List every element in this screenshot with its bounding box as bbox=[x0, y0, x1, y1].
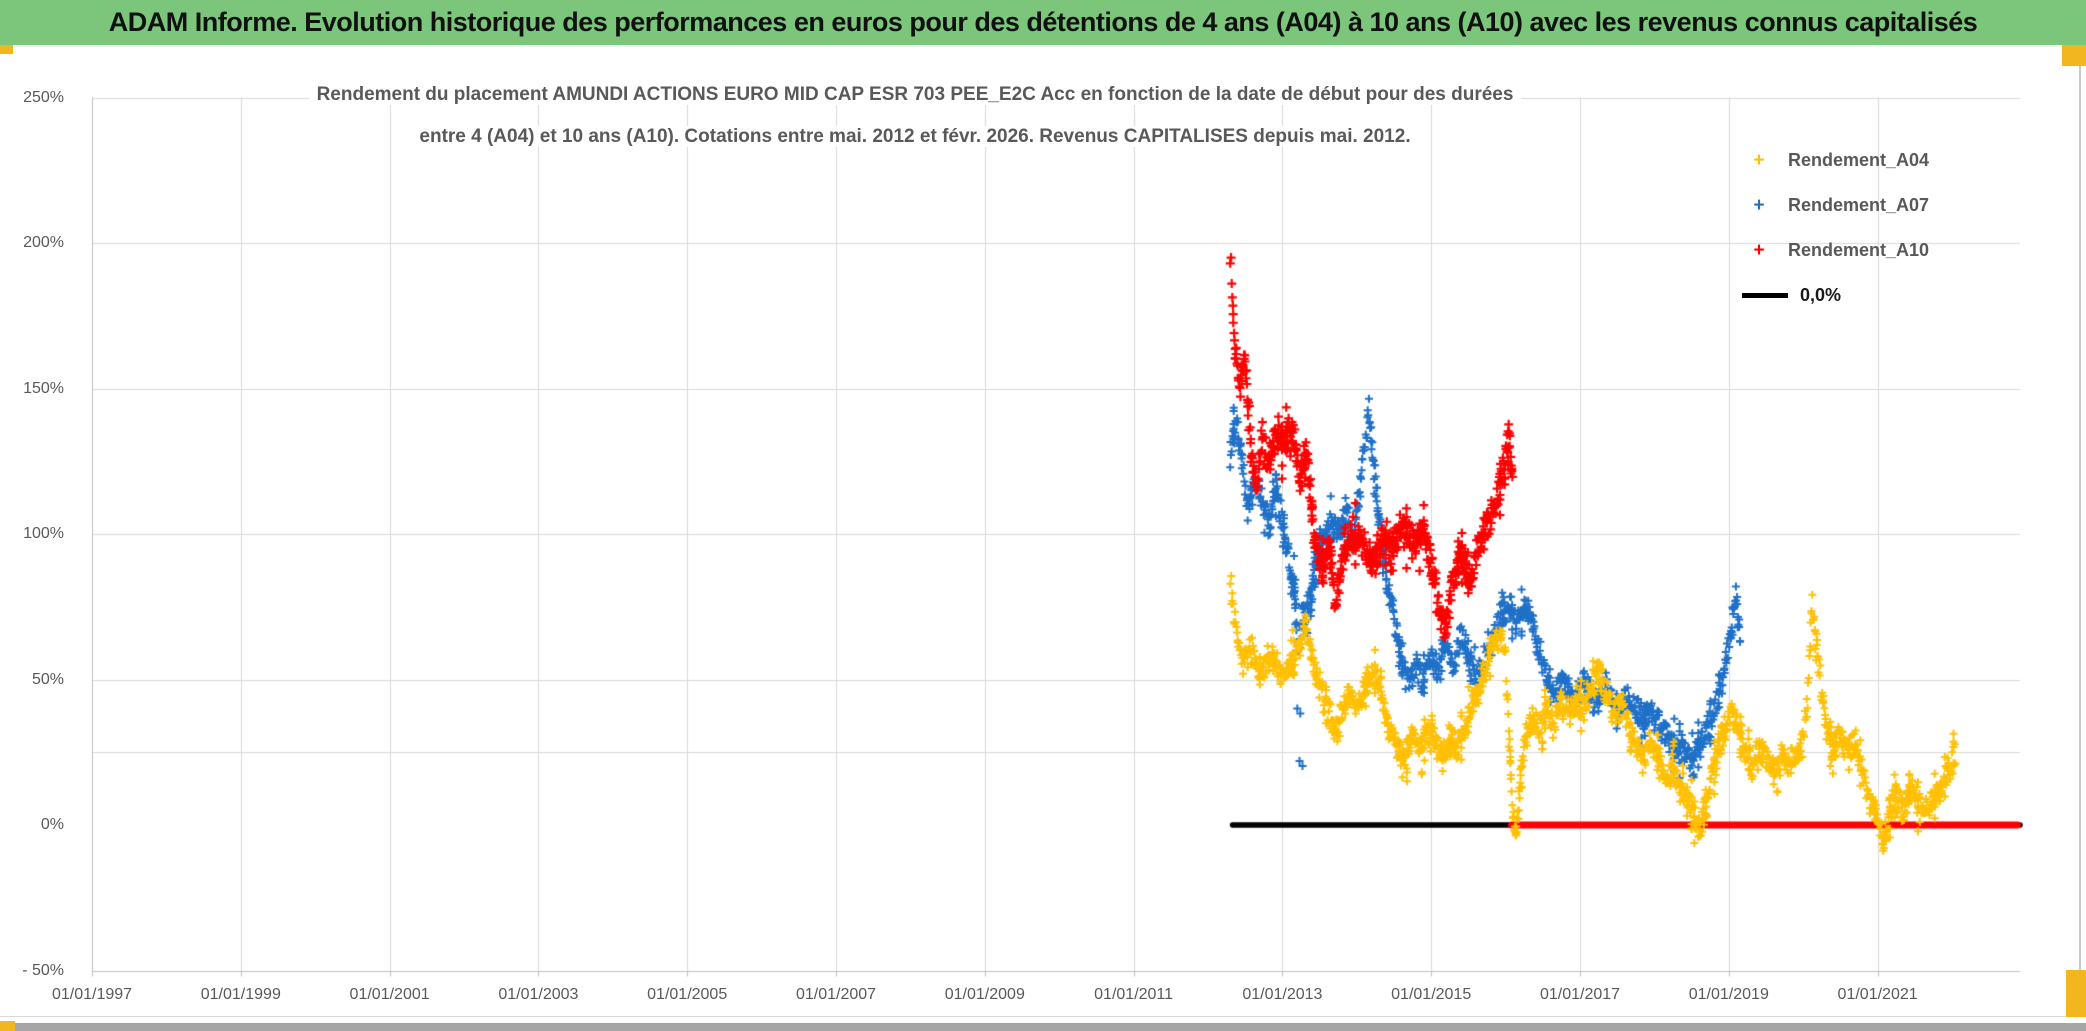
legend-item-rendement-a04: + Rendement_A04 bbox=[1742, 138, 1929, 183]
y-axis-label: 0% bbox=[40, 816, 64, 833]
x-axis-label: 01/01/2021 bbox=[1837, 986, 1918, 1003]
corner-accent-bottom-left bbox=[0, 1021, 15, 1031]
corner-accent-top-left bbox=[0, 45, 13, 54]
legend-item-0-0-: 0,0% bbox=[1742, 273, 1929, 318]
legend-item-rendement-a10: + Rendement_A10 bbox=[1742, 228, 1929, 273]
legend-label: Rendement_A10 bbox=[1788, 240, 1930, 260]
y-axis-label: 200% bbox=[23, 234, 64, 251]
x-axis-label: 01/01/2019 bbox=[1688, 986, 1769, 1003]
line-marker-icon bbox=[1742, 293, 1788, 298]
y-axis-label: 150% bbox=[23, 379, 64, 397]
y-axis-label: 250% bbox=[23, 88, 64, 106]
x-axis-label: 01/01/2005 bbox=[647, 986, 728, 1003]
x-axis-label: 01/01/1997 bbox=[51, 986, 133, 1003]
chart-title-line1: Rendement du placement AMUNDI ACTIONS EU… bbox=[308, 84, 1522, 105]
legend-item-rendement-a07: + Rendement_A07 bbox=[1742, 183, 1929, 228]
legend-label: Rendement_A07 bbox=[1788, 195, 1930, 215]
corner-accent-top-right bbox=[2062, 45, 2086, 66]
x-axis-label: 01/01/2009 bbox=[944, 986, 1025, 1003]
x-axis-label: 01/01/2001 bbox=[349, 986, 430, 1003]
x-axis-label: 01/01/2007 bbox=[795, 986, 877, 1003]
corner-accent-bottom-right bbox=[2066, 970, 2086, 1017]
x-axis-label: 01/01/2003 bbox=[498, 986, 579, 1003]
chart-title: Rendement du placement AMUNDI ACTIONS EU… bbox=[90, 74, 1740, 158]
plus-marker-icon: + bbox=[1753, 195, 1765, 216]
plus-marker-icon: + bbox=[1753, 240, 1765, 261]
legend-label: Rendement_A04 bbox=[1788, 150, 1930, 170]
chart-title-line2: entre 4 (A04) et 10 ans (A10). Cotations… bbox=[411, 126, 1419, 147]
x-axis-label: 01/01/2013 bbox=[1242, 986, 1323, 1003]
y-axis-label: 50% bbox=[31, 670, 64, 688]
x-axis-label: 01/01/1999 bbox=[200, 986, 281, 1003]
plus-marker-icon: + bbox=[1753, 150, 1765, 171]
x-axis-label: 01/01/2015 bbox=[1391, 986, 1472, 1003]
legend-label: 0,0% bbox=[1800, 285, 1842, 305]
x-axis-label: 01/01/2011 bbox=[1094, 986, 1174, 1003]
chart-legend: + Rendement_A04 + Rendement_A07 + Rendement_A… bbox=[1742, 138, 1929, 318]
x-axis-label: 01/01/2017 bbox=[1539, 986, 1621, 1003]
y-axis-label: 100% bbox=[23, 525, 64, 542]
y-axis-label: - 50% bbox=[22, 961, 64, 979]
